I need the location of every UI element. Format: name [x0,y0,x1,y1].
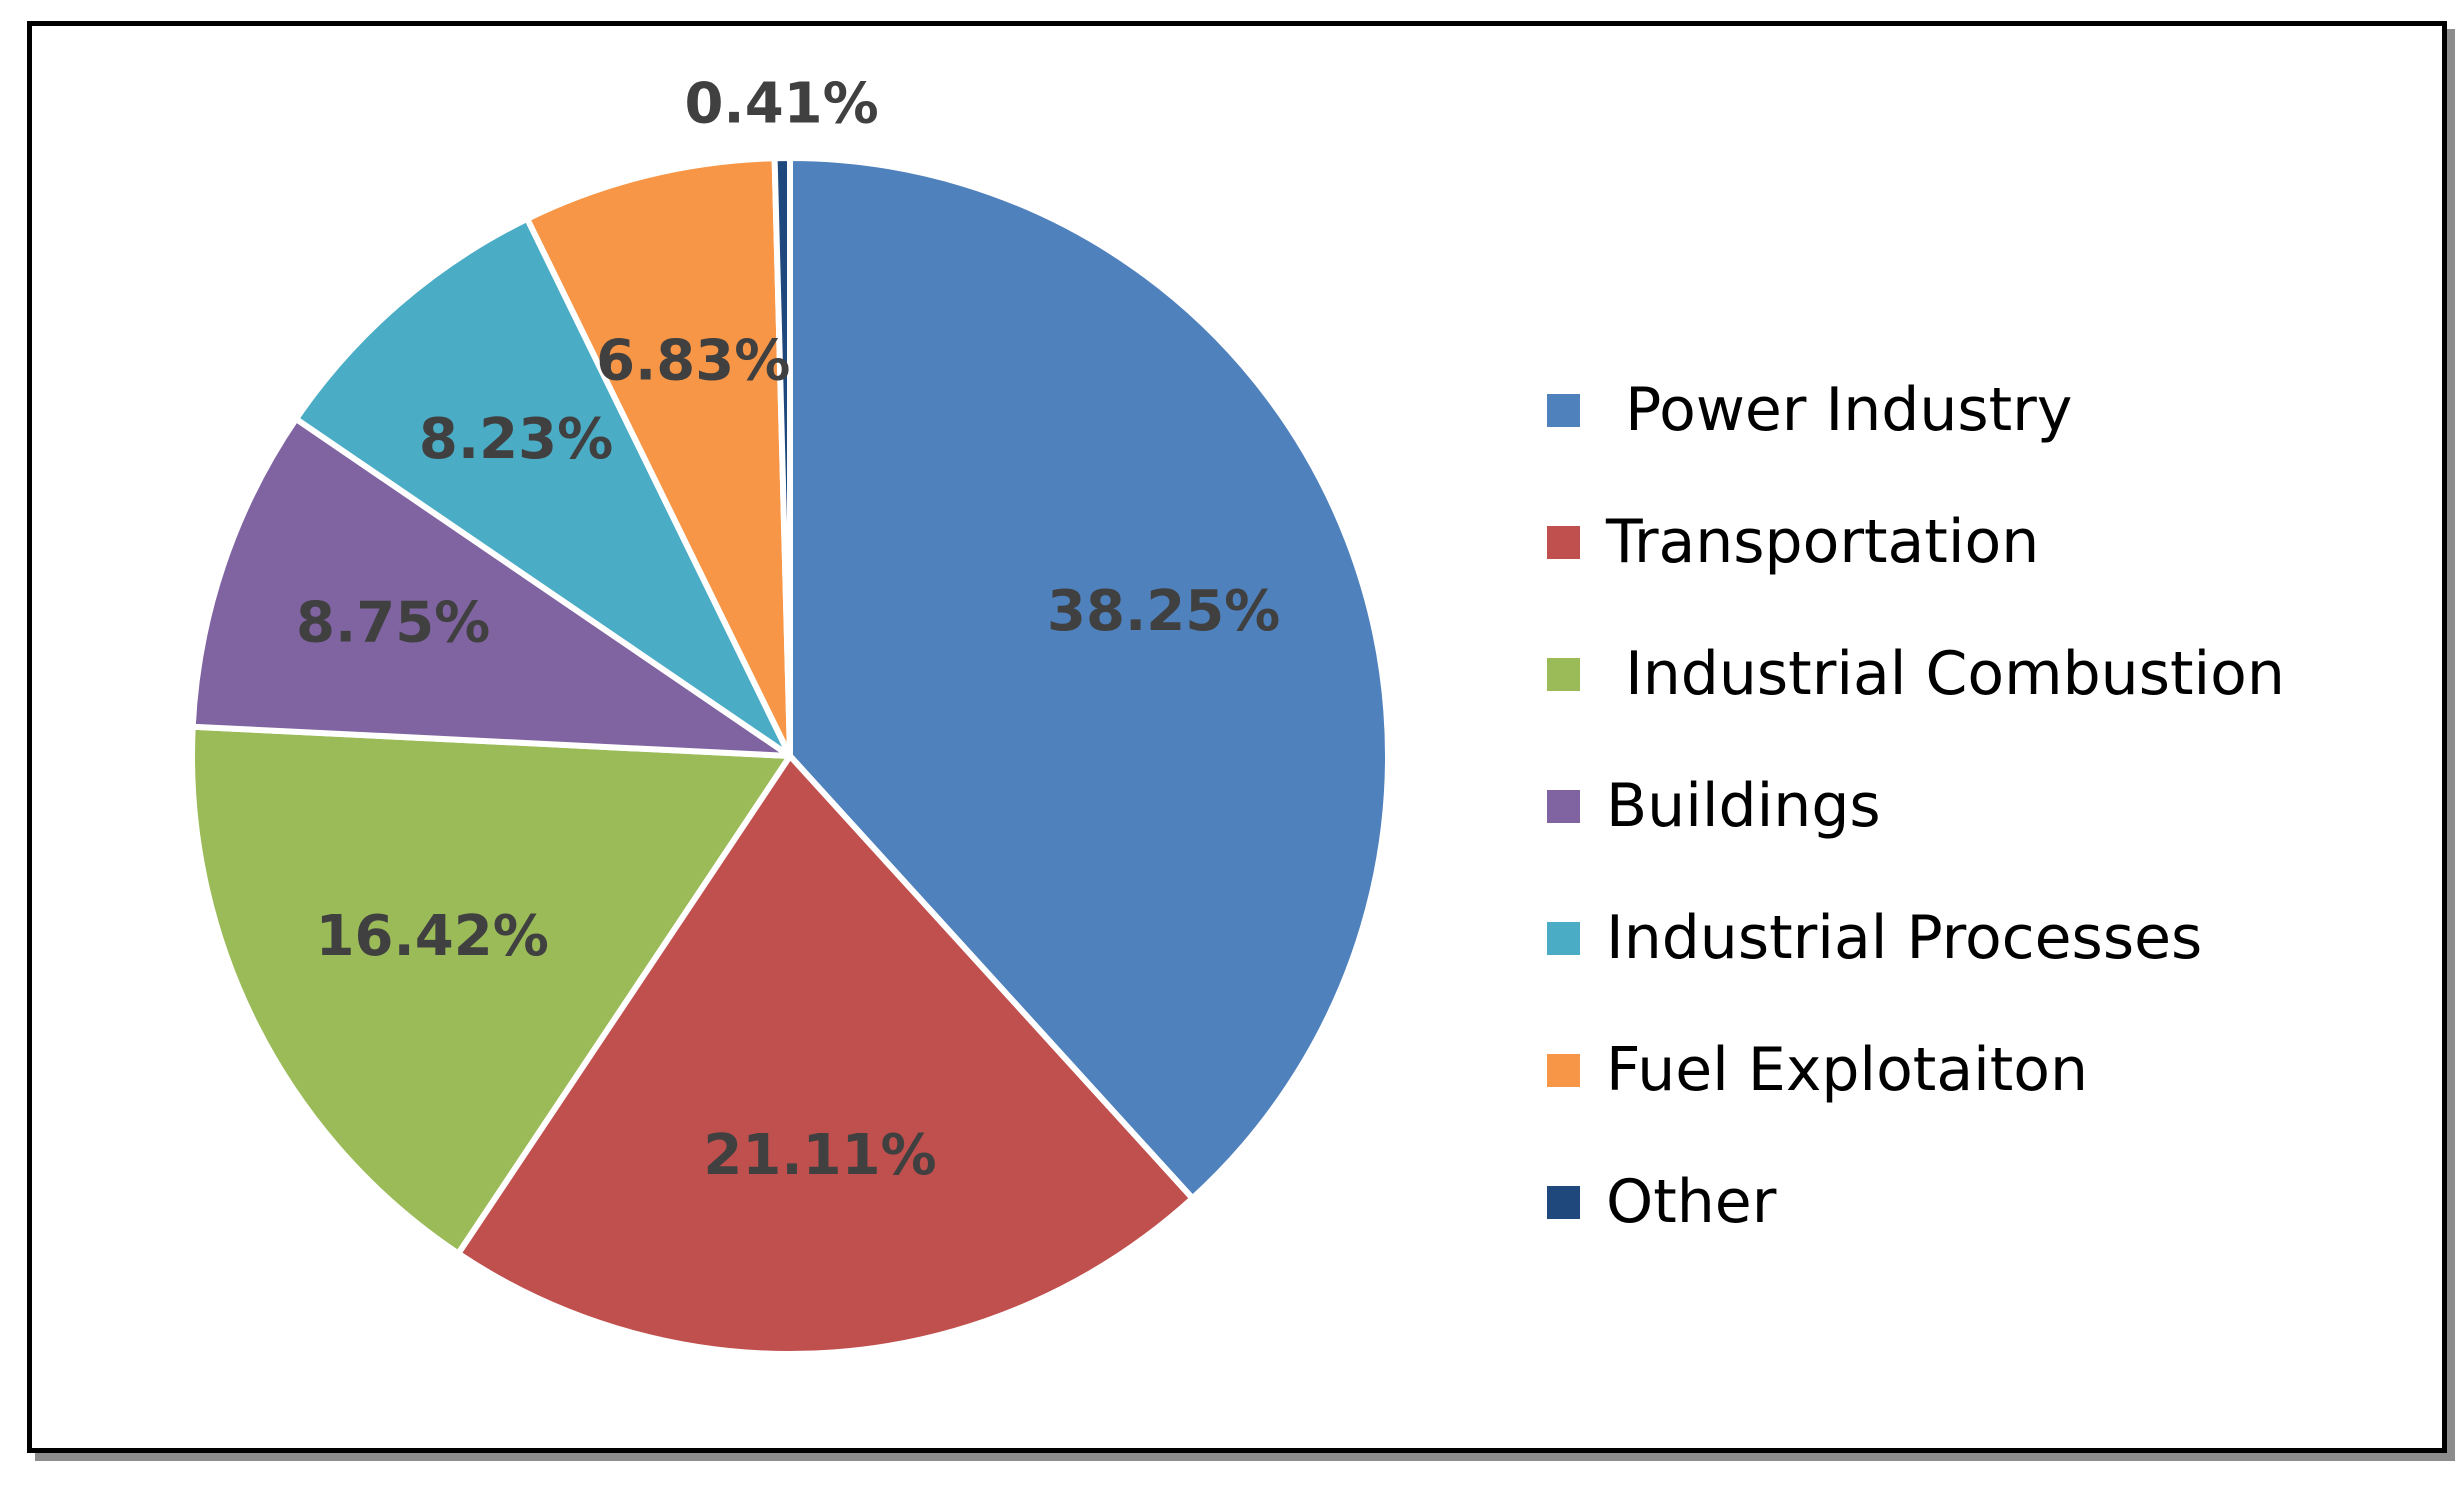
legend-item-fuel-explotaiton: Fuel Explotaiton [1547,1004,2285,1136]
legend-swatch [1547,1053,1580,1087]
pie-chart: 38.25% 21.11% 16.42% 8.75% 8.23% 6.83% 0.41% [189,72,1391,1357]
data-label-buildings: 8.75% [296,590,490,655]
legend-item-industrial-processes: Industrial Processes [1547,872,2285,1004]
pie-slice-industrial-processes [293,215,793,759]
chart-frame: 38.25% 21.11% 16.42% 8.75% 8.23% 6.83% 0.41% P… [27,21,2447,1453]
legend-item-power-industry: Power Industry [1547,344,2285,476]
legend-item-industrial-combustion: Industrial Combustion [1547,608,2285,740]
legend-label: Other [1606,1167,1777,1237]
pie-slice-industrial-combustion [189,723,793,1257]
legend-label: Transportation [1606,507,2040,577]
slice-labels: 38.25% 21.11% 16.42% 8.75% 8.23% 6.83% 0.41% [296,72,1280,1188]
data-label-power-industry: 38.25% [1047,579,1280,644]
legend: Power Industry Transportation Industrial … [1547,344,2285,1268]
data-label-transportation: 21.11% [703,1123,936,1188]
legend-item-other: Other [1547,1136,2285,1268]
pie-slice-fuel-explotaiton [524,155,793,759]
pie-slice-buildings [189,415,793,759]
pie-slices [189,154,1391,1357]
legend-item-transportation: Transportation [1547,476,2285,608]
legend-label: Fuel Explotaiton [1606,1035,2089,1105]
legend-swatch [1547,657,1580,691]
legend-label: Industrial Processes [1606,903,2203,973]
data-label-industrial-combustion: 16.42% [316,904,549,969]
legend-swatch [1547,789,1580,823]
legend-swatch [1547,525,1580,559]
pie-slice-other [771,154,793,759]
legend-swatch [1547,393,1580,427]
legend-swatch [1547,921,1580,955]
data-label-fuel-explotaiton: 6.83% [596,329,790,394]
data-label-industrial-processes: 8.23% [419,407,613,472]
legend-label: Industrial Combustion [1606,639,2285,709]
pie-slice-power-industry [787,155,1391,1202]
legend-label: Power Industry [1606,375,2073,445]
legend-swatch [1547,1185,1580,1219]
legend-label: Buildings [1606,771,1881,841]
pie-slice-transportation [455,753,1196,1357]
data-label-other: 0.41% [684,72,878,137]
legend-item-buildings: Buildings [1547,740,2285,872]
